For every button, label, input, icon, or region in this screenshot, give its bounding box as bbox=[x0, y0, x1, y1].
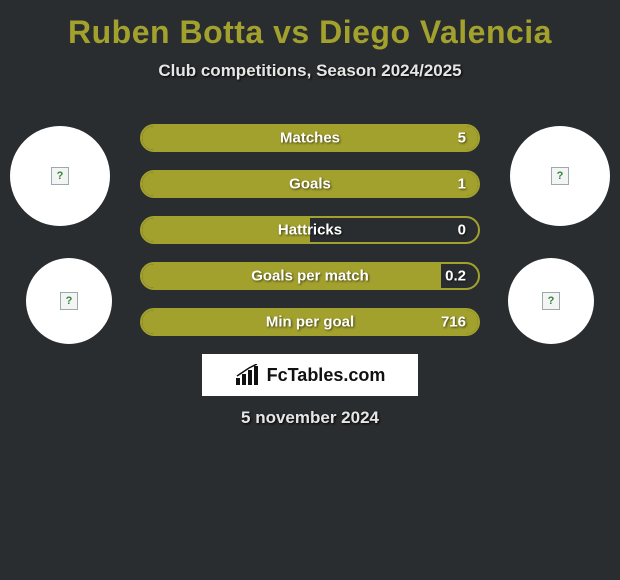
broken-image-icon: ? bbox=[60, 292, 78, 310]
stat-label: Goals per match bbox=[251, 268, 369, 285]
stat-row: Hattricks 0 bbox=[140, 216, 480, 244]
stat-value: 5 bbox=[458, 130, 466, 147]
brand-badge: FcTables.com bbox=[202, 354, 418, 396]
stats-container: Matches 5 Goals 1 Hattricks 0 Goals per … bbox=[140, 124, 480, 354]
chart-icon bbox=[235, 364, 261, 386]
stat-value: 0 bbox=[458, 222, 466, 239]
avatar-player2-photo: ? bbox=[508, 258, 594, 344]
stat-row: Goals 1 bbox=[140, 170, 480, 198]
broken-image-icon: ? bbox=[542, 292, 560, 310]
page-title: Ruben Botta vs Diego Valencia bbox=[0, 0, 620, 51]
avatar-player2-club: ? bbox=[510, 126, 610, 226]
brand-text: FcTables.com bbox=[267, 365, 386, 386]
broken-image-icon: ? bbox=[51, 167, 69, 185]
stat-label: Goals bbox=[289, 176, 331, 193]
stat-value: 1 bbox=[458, 176, 466, 193]
page-subtitle: Club competitions, Season 2024/2025 bbox=[0, 61, 620, 81]
stat-label: Hattricks bbox=[278, 222, 342, 239]
stat-label: Min per goal bbox=[266, 314, 354, 331]
footer-date: 5 november 2024 bbox=[0, 408, 620, 428]
stat-row: Goals per match 0.2 bbox=[140, 262, 480, 290]
avatar-player1-photo: ? bbox=[26, 258, 112, 344]
stat-row: Matches 5 bbox=[140, 124, 480, 152]
stat-value: 716 bbox=[441, 314, 466, 331]
broken-image-icon: ? bbox=[551, 167, 569, 185]
stat-value: 0.2 bbox=[445, 268, 466, 285]
avatar-player1-club: ? bbox=[10, 126, 110, 226]
stat-label: Matches bbox=[280, 130, 340, 147]
stat-row: Min per goal 716 bbox=[140, 308, 480, 336]
